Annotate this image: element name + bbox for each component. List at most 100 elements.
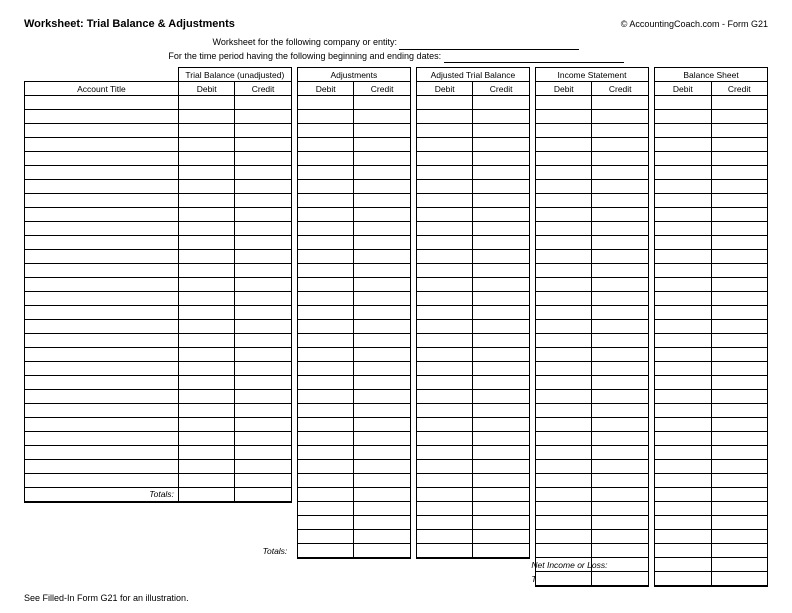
cell[interactable] [416,376,472,390]
cell[interactable] [297,278,353,292]
cell[interactable] [178,138,234,152]
cell[interactable] [297,404,353,418]
cell[interactable] [711,474,767,488]
cell[interactable] [354,334,410,348]
account-cell[interactable] [25,362,179,376]
cell[interactable] [655,278,711,292]
account-cell[interactable] [25,432,179,446]
cell[interactable] [655,572,711,586]
cell[interactable] [416,432,472,446]
cell[interactable] [235,446,291,460]
cell[interactable] [178,264,234,278]
cell[interactable] [416,530,472,544]
cell[interactable] [536,124,592,138]
cell[interactable] [655,460,711,474]
cell[interactable] [416,152,472,166]
cell[interactable] [354,222,410,236]
cell[interactable] [536,152,592,166]
cell[interactable] [235,390,291,404]
cell[interactable] [592,334,648,348]
cell[interactable] [536,166,592,180]
cell[interactable] [592,376,648,390]
cell[interactable] [416,278,472,292]
cell[interactable] [536,306,592,320]
cell[interactable] [655,446,711,460]
cell[interactable] [536,96,592,110]
cell[interactable] [178,348,234,362]
cell[interactable] [711,418,767,432]
cell[interactable] [473,96,529,110]
cell[interactable] [354,348,410,362]
cell[interactable] [354,320,410,334]
cell[interactable] [592,264,648,278]
cell[interactable] [536,194,592,208]
account-cell[interactable] [25,376,179,390]
cell[interactable] [178,96,234,110]
cell[interactable] [354,432,410,446]
cell[interactable] [473,152,529,166]
cell[interactable] [297,194,353,208]
cell[interactable] [354,362,410,376]
cell[interactable] [354,376,410,390]
cell[interactable] [655,208,711,222]
cell[interactable] [354,544,410,558]
cell[interactable] [473,180,529,194]
cell[interactable] [297,138,353,152]
cell[interactable] [416,264,472,278]
cell[interactable] [297,488,353,502]
cell[interactable] [592,530,648,544]
cell[interactable] [473,390,529,404]
cell[interactable] [416,166,472,180]
cell[interactable] [297,96,353,110]
cell[interactable] [592,110,648,124]
cell[interactable] [235,236,291,250]
cell[interactable] [178,306,234,320]
cell[interactable] [235,460,291,474]
cell[interactable] [297,264,353,278]
account-cell[interactable] [25,278,179,292]
cell[interactable] [536,320,592,334]
cell[interactable] [178,376,234,390]
cell[interactable] [655,334,711,348]
cell[interactable] [536,460,592,474]
cell[interactable] [473,488,529,502]
account-cell[interactable] [25,446,179,460]
cell[interactable] [354,278,410,292]
cell[interactable] [473,124,529,138]
cell[interactable] [235,152,291,166]
cell[interactable] [655,320,711,334]
cell[interactable] [655,152,711,166]
cell[interactable] [178,194,234,208]
cell[interactable] [592,222,648,236]
cell[interactable] [536,292,592,306]
cell[interactable] [711,222,767,236]
cell[interactable] [592,488,648,502]
cell[interactable] [297,208,353,222]
cell[interactable] [592,544,648,558]
cell[interactable] [235,96,291,110]
cell[interactable] [711,558,767,572]
cell[interactable] [655,250,711,264]
cell[interactable] [297,530,353,544]
cell[interactable] [655,544,711,558]
cell[interactable] [711,138,767,152]
cell[interactable] [655,474,711,488]
cell[interactable] [536,180,592,194]
cell[interactable] [416,208,472,222]
cell[interactable] [416,110,472,124]
cell[interactable] [178,250,234,264]
cell[interactable] [711,488,767,502]
cell[interactable] [711,320,767,334]
cell[interactable] [416,320,472,334]
cell[interactable] [178,124,234,138]
cell[interactable] [235,418,291,432]
cell[interactable] [235,334,291,348]
account-cell[interactable] [25,348,179,362]
cell[interactable] [711,292,767,306]
cell[interactable] [354,194,410,208]
cell[interactable] [711,460,767,474]
cell[interactable] [473,376,529,390]
cell[interactable] [655,194,711,208]
cell[interactable] [473,446,529,460]
account-cell[interactable] [25,236,179,250]
